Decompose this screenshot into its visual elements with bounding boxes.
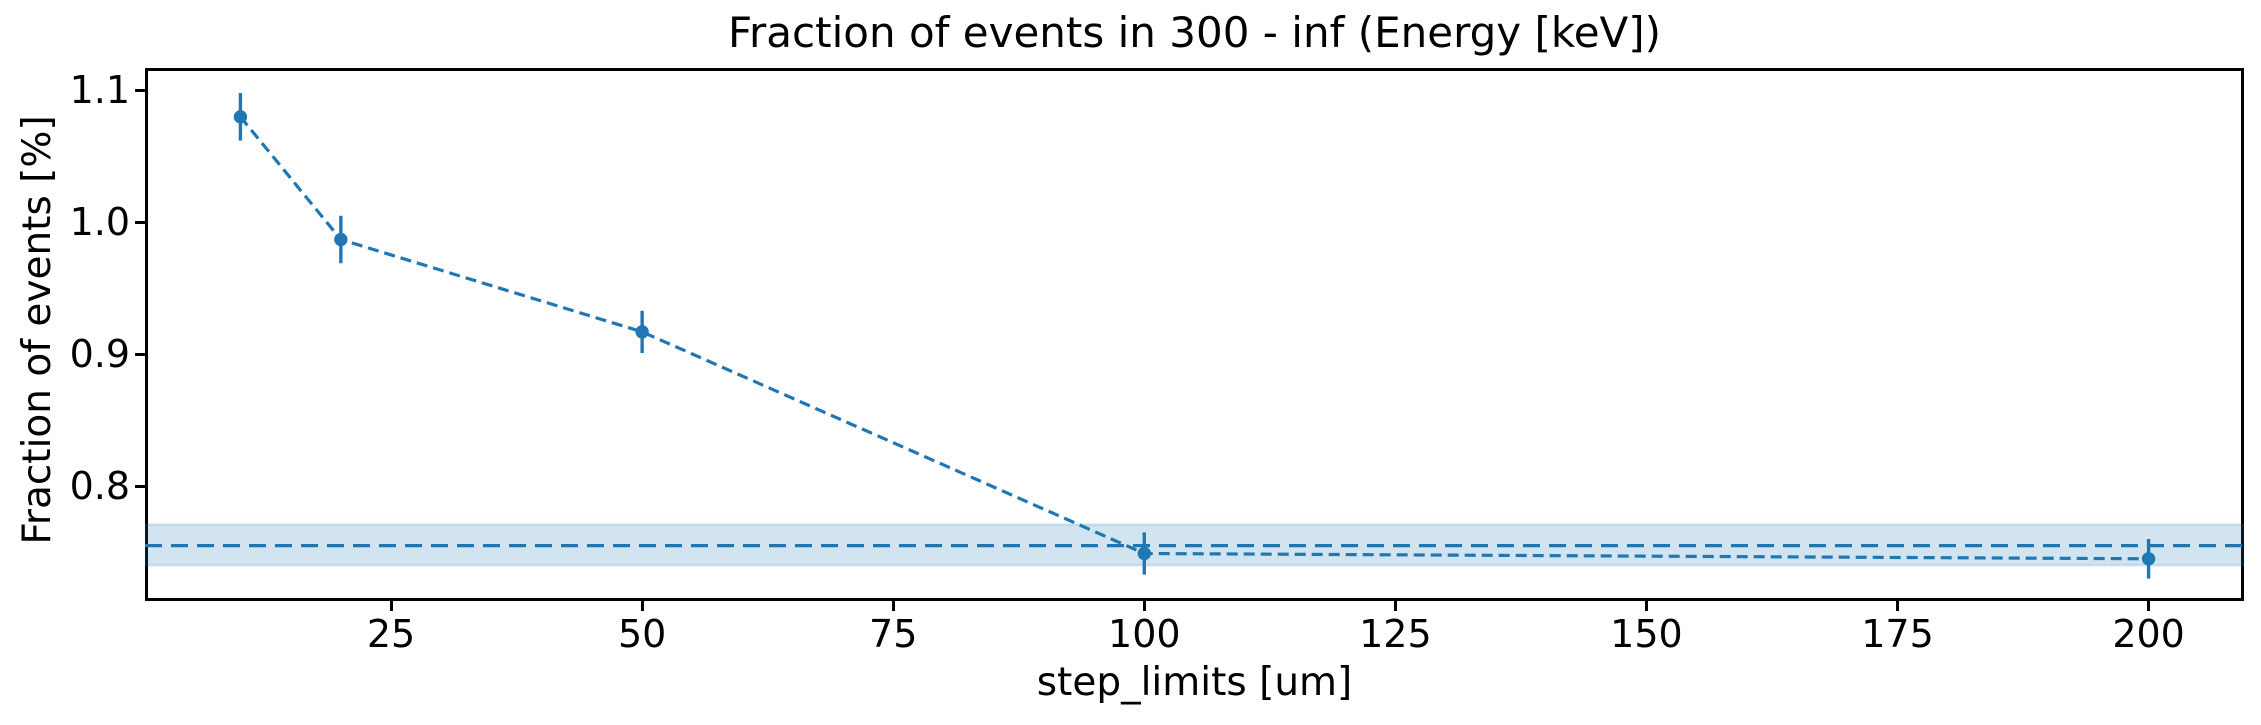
- data-point-marker: [635, 325, 649, 339]
- y-tick-label: 0.8: [69, 464, 130, 509]
- x-tick: [640, 601, 644, 611]
- plot-canvas: [145, 93, 2244, 579]
- x-tick: [1393, 601, 1397, 611]
- chart-title: Fraction of events in 300 - inf (Energy …: [727, 8, 1662, 57]
- x-tick-label: 100: [1108, 612, 1181, 656]
- data-line: [239, 115, 2149, 561]
- y-tick-label: 1.1: [69, 68, 130, 113]
- y-tick-label: 1.0: [69, 200, 130, 245]
- x-tick-label: 200: [2112, 612, 2185, 656]
- y-tick: [135, 352, 145, 356]
- x-tick: [1142, 601, 1146, 611]
- x-tick-label: 175: [1861, 612, 1934, 656]
- x-tick-label: 125: [1359, 612, 1432, 656]
- y-tick: [135, 88, 145, 92]
- x-tick: [891, 601, 895, 611]
- x-tick: [1896, 601, 1899, 611]
- data-point-marker: [2141, 552, 2156, 566]
- data-point-marker: [233, 110, 248, 124]
- x-axis-label: step_limits [um]: [1036, 660, 1353, 705]
- y-tick-label: 0.9: [69, 332, 130, 377]
- data-point-marker: [334, 232, 348, 247]
- x-tick-label: 150: [1610, 612, 1683, 656]
- x-tick: [2147, 601, 2151, 611]
- x-tick: [389, 601, 393, 611]
- y-tick: [135, 484, 145, 488]
- x-tick-label: 75: [869, 612, 918, 656]
- x-tick-label: 50: [617, 612, 667, 656]
- plot-area: [145, 68, 2244, 601]
- y-tick: [135, 220, 145, 224]
- data-point-marker: [1137, 546, 1151, 561]
- x-tick: [1644, 601, 1648, 611]
- x-tick-label: 25: [366, 612, 416, 656]
